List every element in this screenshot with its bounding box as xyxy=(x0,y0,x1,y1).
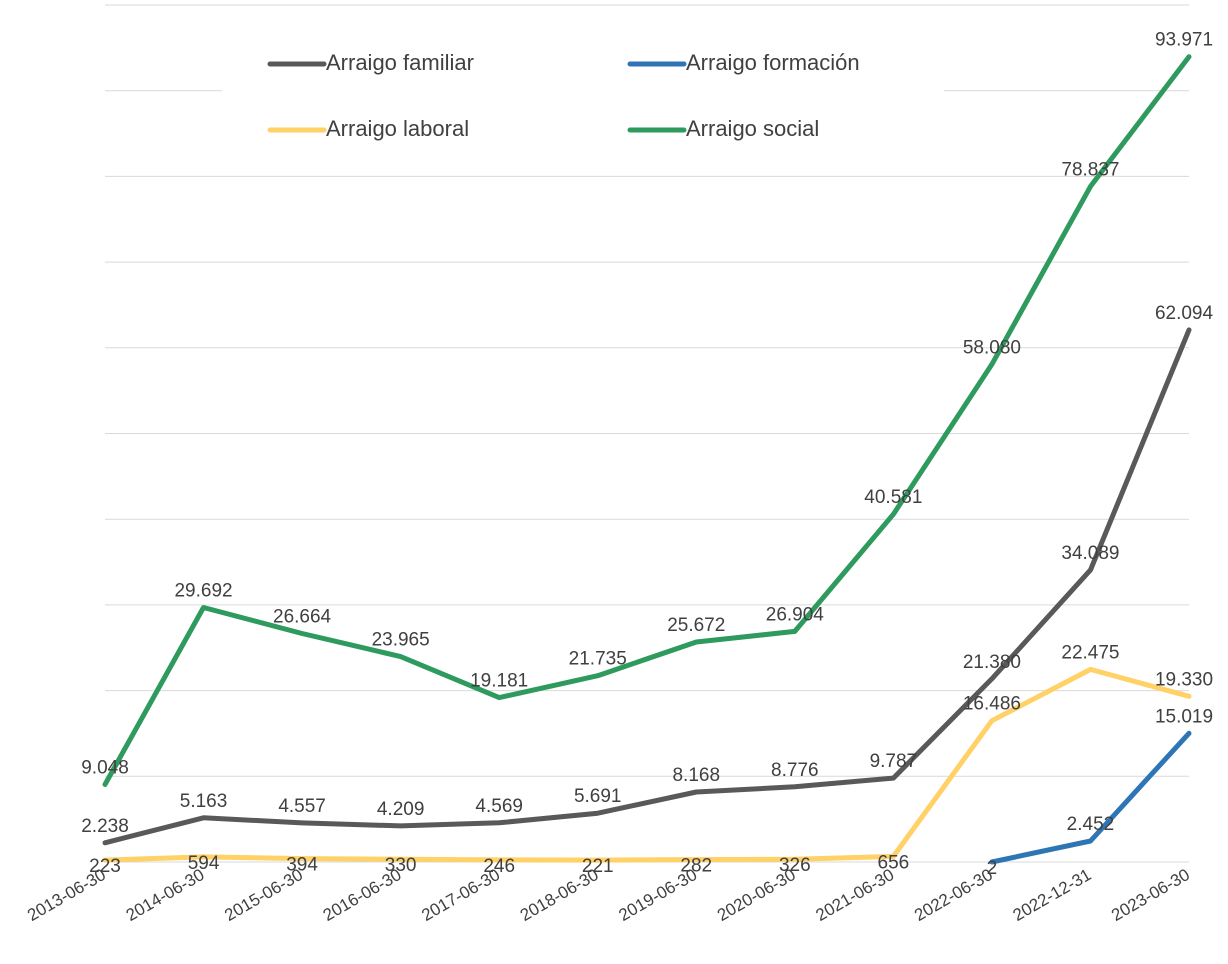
data-label: 34.089 xyxy=(1061,543,1119,564)
data-labels: 9.048 29.692 26.664 23.965 19.181 21.735 25.67… xyxy=(81,30,1213,879)
data-label: 23.965 xyxy=(372,630,430,651)
data-label: 223 xyxy=(89,856,121,877)
x-tick-label: 2022-12-31 xyxy=(1010,865,1095,925)
data-label: 25.672 xyxy=(667,615,725,636)
data-label: 330 xyxy=(385,855,417,876)
data-label: 21.735 xyxy=(569,649,627,670)
x-tick-label: 2022-06-30 xyxy=(911,865,996,925)
legend-label: Arraigo familiar xyxy=(326,50,474,75)
data-label: 2.452 xyxy=(1067,814,1115,835)
data-label: 62.094 xyxy=(1155,303,1214,324)
series-lines xyxy=(102,54,1192,865)
legend-label: Arraigo laboral xyxy=(326,116,469,141)
data-label: 9.048 xyxy=(81,757,129,778)
data-label: 4.569 xyxy=(475,796,523,817)
data-label: 78.837 xyxy=(1061,159,1119,180)
data-label: 16.486 xyxy=(963,694,1021,715)
data-label: 29.692 xyxy=(174,581,232,602)
legend: Arraigo familiar Arraigo formación Arraigo… xyxy=(222,30,944,160)
data-label: 15.019 xyxy=(1155,706,1213,727)
data-label: 326 xyxy=(779,855,811,876)
series-line xyxy=(102,666,1192,863)
data-label: 2 xyxy=(987,858,998,879)
series-line xyxy=(102,327,1192,846)
legend-background xyxy=(222,30,944,160)
x-tick-label: 2023-06-30 xyxy=(1108,865,1193,925)
data-label: 221 xyxy=(582,856,614,877)
data-label: 2.238 xyxy=(81,816,129,837)
data-label: 394 xyxy=(286,855,318,876)
data-label: 4.557 xyxy=(278,796,326,817)
series-line xyxy=(989,730,1192,865)
x-tick-label: 2014-06-30 xyxy=(123,865,208,925)
data-label: 93.971 xyxy=(1155,30,1213,51)
data-label: 246 xyxy=(483,856,515,877)
data-label: 5.163 xyxy=(180,791,228,812)
data-label: 8.168 xyxy=(672,765,720,786)
data-label: 22.475 xyxy=(1061,642,1119,663)
data-label: 40.581 xyxy=(864,487,922,508)
data-label: 26.664 xyxy=(273,607,332,628)
legend-label: Arraigo formación xyxy=(686,50,860,75)
data-label: 5.691 xyxy=(574,786,622,807)
legend-label: Arraigo social xyxy=(686,116,819,141)
data-label: 19.181 xyxy=(470,671,528,692)
x-tick-label: 2021-06-30 xyxy=(813,865,898,925)
data-label: 594 xyxy=(188,853,220,874)
data-label: 19.330 xyxy=(1155,669,1213,690)
data-label: 282 xyxy=(680,856,712,877)
data-label: 26.904 xyxy=(766,604,825,625)
data-label: 21.380 xyxy=(963,652,1021,673)
series-line xyxy=(102,54,1192,787)
data-label: 58.080 xyxy=(963,337,1021,358)
data-label: 8.776 xyxy=(771,760,819,781)
data-label: 4.209 xyxy=(377,799,425,820)
data-label: 9.787 xyxy=(870,751,918,772)
data-label: 656 xyxy=(878,852,910,873)
